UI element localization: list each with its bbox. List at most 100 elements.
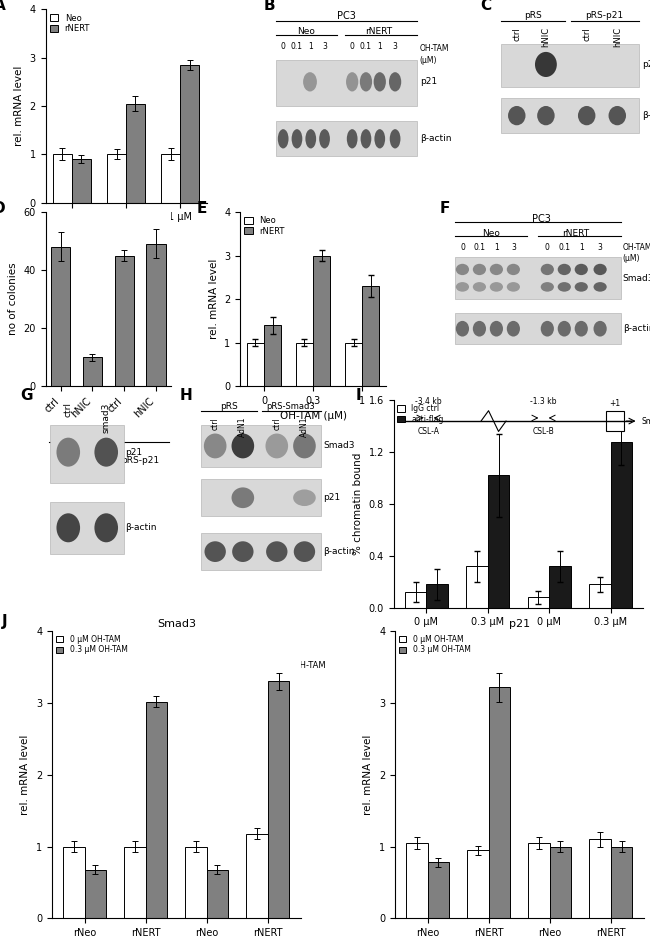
Text: 1: 1: [378, 42, 382, 51]
Text: p21: p21: [642, 60, 650, 69]
Bar: [467, 851, 489, 918]
Ellipse shape: [266, 542, 287, 562]
Ellipse shape: [232, 542, 254, 562]
Ellipse shape: [57, 513, 80, 543]
Text: pRS: pRS: [524, 11, 541, 21]
Text: 1: 1: [308, 42, 313, 51]
Bar: [268, 681, 289, 918]
Title: Smad3: Smad3: [157, 619, 196, 629]
Text: F: F: [440, 202, 450, 217]
Bar: [455, 313, 621, 345]
Legend: Neo, rNERT: Neo, rNERT: [49, 13, 90, 33]
Ellipse shape: [94, 438, 118, 466]
Bar: [161, 154, 180, 203]
Legend: Neo, rNERT: Neo, rNERT: [244, 216, 285, 236]
Text: (μM): (μM): [420, 56, 437, 65]
Text: pRS-p21: pRS-p21: [121, 456, 159, 465]
Bar: [49, 425, 124, 483]
Bar: [146, 244, 166, 386]
Text: C: C: [480, 0, 491, 13]
Ellipse shape: [374, 129, 385, 149]
Bar: [146, 702, 167, 918]
Ellipse shape: [389, 73, 401, 91]
Ellipse shape: [473, 321, 486, 336]
Text: p21: p21: [125, 447, 143, 457]
X-axis label: OH-TAM (μM): OH-TAM (μM): [280, 412, 346, 421]
Bar: [202, 533, 321, 570]
Bar: [405, 593, 426, 608]
Text: Smad3: Smad3: [323, 442, 355, 450]
Ellipse shape: [578, 106, 595, 125]
Text: J: J: [3, 614, 8, 629]
Text: AdN1: AdN1: [239, 417, 248, 437]
Text: β-actin: β-actin: [125, 524, 157, 532]
Bar: [83, 357, 102, 386]
Ellipse shape: [94, 513, 118, 543]
Ellipse shape: [593, 282, 606, 292]
Bar: [126, 104, 145, 203]
Text: pRS: pRS: [220, 402, 238, 412]
Bar: [247, 343, 264, 386]
Text: p21: p21: [323, 494, 341, 502]
Text: 3: 3: [322, 42, 327, 51]
Text: PC3: PC3: [337, 11, 356, 22]
Bar: [528, 843, 550, 918]
Text: (μM): (μM): [623, 253, 640, 263]
Text: 0: 0: [281, 42, 285, 51]
Text: β-actin: β-actin: [420, 135, 451, 143]
Ellipse shape: [473, 264, 486, 275]
Text: ctrl: ctrl: [582, 26, 592, 41]
Text: p21: p21: [420, 77, 437, 87]
Ellipse shape: [57, 438, 80, 466]
Bar: [276, 59, 417, 106]
Y-axis label: rel. mRNA level: rel. mRNA level: [14, 66, 24, 146]
Bar: [362, 286, 380, 386]
Y-axis label: % chromatin bound: % chromatin bound: [353, 453, 363, 555]
Text: Smad3: Smad3: [623, 274, 650, 283]
Text: PC3: PC3: [532, 214, 551, 223]
Bar: [51, 247, 70, 386]
Ellipse shape: [473, 282, 486, 292]
Text: A: A: [0, 0, 6, 13]
Ellipse shape: [205, 542, 226, 562]
Ellipse shape: [456, 264, 469, 275]
Bar: [611, 847, 632, 918]
Text: I: I: [356, 388, 361, 403]
Text: β-actin: β-actin: [323, 547, 355, 556]
Ellipse shape: [608, 106, 626, 125]
Ellipse shape: [490, 282, 503, 292]
Bar: [549, 566, 571, 608]
Bar: [124, 847, 146, 918]
Bar: [500, 44, 639, 87]
Text: Neo: Neo: [297, 26, 315, 36]
Y-axis label: rel. mRNA level: rel. mRNA level: [209, 259, 218, 339]
Bar: [207, 869, 228, 918]
Ellipse shape: [278, 129, 289, 149]
Text: rNERT: rNERT: [365, 26, 392, 36]
Legend: 0 μM OH-TAM, 0.3 μM OH-TAM: 0 μM OH-TAM, 0.3 μM OH-TAM: [56, 635, 127, 655]
Ellipse shape: [293, 433, 316, 459]
Bar: [84, 869, 106, 918]
Text: ctrl: ctrl: [272, 417, 281, 430]
Text: pRS: pRS: [68, 456, 86, 465]
Ellipse shape: [575, 264, 588, 275]
Legend: IgG ctrl, anti-flag: IgG ctrl, anti-flag: [397, 404, 443, 424]
Text: 0.1: 0.1: [291, 42, 303, 51]
Text: pRS-Smad3: pRS-Smad3: [266, 402, 315, 412]
Text: OH-TAM: OH-TAM: [623, 243, 650, 252]
Bar: [488, 476, 510, 608]
Ellipse shape: [541, 282, 554, 292]
Ellipse shape: [558, 282, 571, 292]
Ellipse shape: [535, 52, 557, 77]
Bar: [185, 847, 207, 918]
Text: 0.1: 0.1: [558, 243, 570, 252]
Bar: [500, 98, 639, 133]
Ellipse shape: [558, 264, 571, 275]
Bar: [610, 442, 632, 608]
Ellipse shape: [456, 321, 469, 336]
Ellipse shape: [374, 73, 386, 91]
Ellipse shape: [293, 490, 316, 506]
Ellipse shape: [292, 129, 302, 149]
Ellipse shape: [347, 129, 358, 149]
Text: 1: 1: [579, 243, 584, 252]
